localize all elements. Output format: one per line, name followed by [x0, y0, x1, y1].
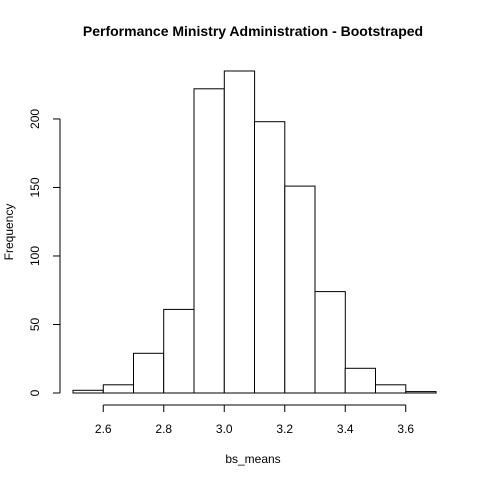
y-tick-label: 100 — [28, 246, 42, 266]
histogram-bar — [406, 392, 436, 393]
bars-group — [73, 71, 436, 393]
histogram-bar — [73, 390, 103, 393]
x-tick-label: 3.6 — [397, 422, 414, 436]
y-tick-label: 50 — [28, 317, 42, 331]
y-tick-label: 0 — [28, 389, 42, 396]
y-axis-label: Frequency — [2, 204, 16, 261]
histogram-bar — [224, 71, 254, 393]
x-axis-label: bs_means — [225, 452, 280, 466]
histogram-bar — [315, 292, 345, 393]
histogram-bar — [345, 368, 375, 393]
histogram-bar — [194, 89, 224, 393]
y-tick-label: 150 — [28, 177, 42, 197]
histogram-bar — [103, 385, 133, 393]
chart-title: Performance Ministry Administration - Bo… — [83, 23, 423, 39]
histogram-bar — [164, 309, 194, 393]
x-axis: 2.6 2.8 3.0 3.2 3.4 3.6 — [95, 405, 415, 436]
x-tick-label: 2.6 — [95, 422, 112, 436]
x-tick-label: 3.2 — [276, 422, 293, 436]
histogram-bar — [134, 353, 164, 393]
x-tick-label: 3.0 — [216, 422, 233, 436]
histogram-bar — [285, 186, 315, 393]
x-tick-label: 3.4 — [337, 422, 354, 436]
y-tick-label: 200 — [28, 109, 42, 129]
histogram-bar — [376, 385, 406, 393]
x-tick-label: 2.8 — [155, 422, 172, 436]
y-axis: 0 50 100 150 200 — [28, 109, 60, 397]
histogram-bar — [255, 122, 285, 393]
